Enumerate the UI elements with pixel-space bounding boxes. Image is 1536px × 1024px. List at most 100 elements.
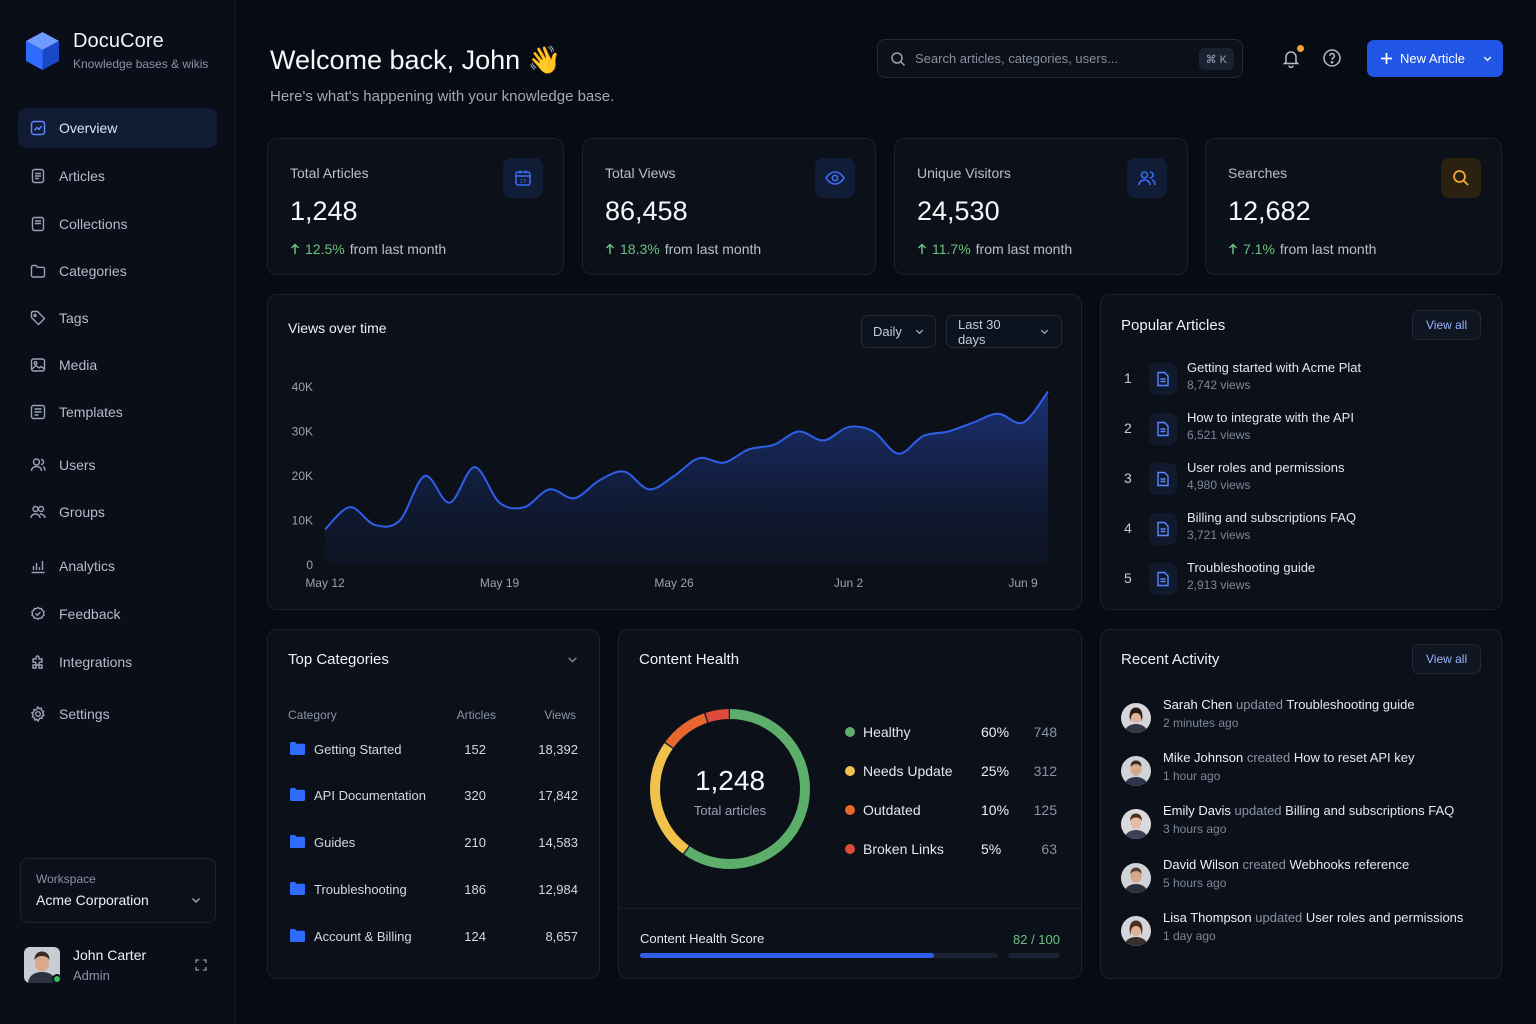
data-point[interactable]	[1045, 388, 1051, 394]
data-point[interactable]	[696, 455, 702, 461]
data-point[interactable]	[945, 429, 951, 435]
stat-delta-text: from last month	[664, 241, 762, 257]
table-row[interactable]: Account & Billing 124 8,657	[288, 926, 578, 950]
sidebar-item-templates[interactable]: Templates	[18, 392, 217, 432]
activity-user: Mike Johnson	[1163, 750, 1244, 765]
user-profile[interactable]: John Carter Admin	[24, 945, 216, 989]
search-box[interactable]: ⌘ K	[877, 39, 1243, 78]
column-header-articles: Articles	[456, 708, 496, 722]
arrow-up-icon	[605, 243, 615, 255]
data-point[interactable]	[995, 411, 1001, 417]
data-point[interactable]	[472, 464, 478, 470]
workspace-switcher[interactable]: Workspace Acme Corporation	[20, 858, 216, 923]
search-input[interactable]	[915, 51, 1185, 66]
avatar	[1121, 756, 1151, 786]
activity-user: David Wilson	[1163, 857, 1239, 872]
chevron-down-icon	[914, 326, 925, 337]
data-point[interactable]	[497, 500, 503, 506]
data-point[interactable]	[920, 433, 926, 439]
data-point[interactable]	[521, 504, 527, 510]
table-row[interactable]: Guides 210 14,583	[288, 832, 578, 856]
list-item[interactable]: 2 How to integrate with the API 6,521 vi…	[1121, 410, 1481, 450]
data-point[interactable]	[870, 429, 876, 435]
sidebar-item-settings[interactable]: Settings	[18, 694, 217, 734]
data-point[interactable]	[621, 469, 627, 475]
activity-item[interactable]: Sarah Chen updated Troubleshooting guide…	[1121, 697, 1501, 737]
sidebar-item-analytics[interactable]: Analytics	[18, 546, 217, 586]
sidebar-item-label: Media	[59, 357, 98, 373]
data-point[interactable]	[671, 473, 677, 479]
popular-view-all-button[interactable]: View all	[1412, 310, 1482, 340]
data-point[interactable]	[546, 486, 552, 492]
data-point[interactable]	[970, 420, 976, 426]
activity-view-all-button[interactable]: View all	[1412, 644, 1482, 674]
data-point[interactable]	[397, 518, 403, 524]
donut-slice[interactable]	[650, 709, 810, 869]
sidebar-item-feedback[interactable]: Feedback	[18, 594, 217, 634]
sidebar-item-categories[interactable]: Categories	[18, 251, 217, 291]
data-point[interactable]	[347, 504, 353, 510]
sidebar-item-users[interactable]: Users	[18, 445, 217, 485]
activity-title: Recent Activity	[1121, 651, 1220, 668]
activity-item[interactable]: Emily Davis updated Billing and subscrip…	[1121, 803, 1501, 843]
donut-slice[interactable]	[650, 709, 810, 869]
analytics-icon	[30, 558, 46, 574]
sidebar-item-integrations[interactable]: Integrations	[18, 642, 217, 682]
activity-item[interactable]: Lisa Thompson updated User roles and per…	[1121, 910, 1501, 950]
stat-label: Total Views	[605, 165, 676, 181]
stat-delta: 12.5% from last month	[290, 241, 446, 257]
table-row[interactable]: Troubleshooting 186 12,984	[288, 879, 578, 903]
activity-item[interactable]: Mike Johnson created How to reset API ke…	[1121, 750, 1501, 790]
activity-item[interactable]: David Wilson created Webhooks reference …	[1121, 857, 1501, 897]
table-row[interactable]: Getting Started 152 18,392	[288, 739, 578, 763]
collections-icon	[30, 216, 46, 232]
x-tick-label: Jun 2	[834, 576, 864, 590]
data-point[interactable]	[821, 437, 827, 443]
activity-target: How to reset API key	[1293, 750, 1415, 765]
range-select[interactable]: Last 30 days	[946, 315, 1062, 348]
article-views: 8,742 views	[1187, 378, 1251, 392]
sidebar-item-tags[interactable]: Tags	[18, 298, 217, 338]
data-point[interactable]	[746, 446, 752, 452]
list-item[interactable]: 5 Troubleshooting guide 2,913 views	[1121, 560, 1481, 600]
list-item[interactable]: 3 User roles and permissions 4,980 views	[1121, 460, 1481, 500]
list-item[interactable]: 1 Getting started with Acme Plat 8,742 v…	[1121, 360, 1481, 400]
data-point[interactable]	[846, 424, 852, 430]
bell-icon[interactable]	[1281, 48, 1301, 68]
data-point[interactable]	[895, 451, 901, 457]
list-item[interactable]: 4 Billing and subscriptions FAQ 3,721 vi…	[1121, 510, 1481, 550]
data-point[interactable]	[571, 495, 577, 501]
data-point[interactable]	[447, 500, 453, 506]
sidebar-item-label: Groups	[59, 504, 105, 520]
sidebar-item-groups[interactable]: Groups	[18, 492, 217, 532]
new-article-button[interactable]: New Article	[1367, 40, 1503, 77]
data-point[interactable]	[721, 460, 727, 466]
data-point[interactable]	[596, 477, 602, 483]
y-tick-label: 20K	[292, 469, 313, 483]
sidebar-item-label: Articles	[59, 168, 105, 184]
article-title: Billing and subscriptions FAQ	[1187, 510, 1357, 525]
arrow-up-icon	[917, 243, 927, 255]
table-row[interactable]: API Documentation 320 17,842	[288, 785, 578, 809]
help-icon[interactable]	[1322, 48, 1342, 68]
data-point[interactable]	[796, 429, 802, 435]
y-tick-label: 40K	[292, 380, 313, 394]
sidebar-item-media[interactable]: Media	[18, 345, 217, 385]
data-point[interactable]	[1020, 420, 1026, 426]
data-point[interactable]	[422, 473, 428, 479]
templates-icon	[30, 404, 46, 420]
data-point[interactable]	[322, 526, 328, 532]
chevron-down-icon[interactable]	[566, 653, 579, 666]
brand[interactable]: DocuCore Knowledge bases & wikis	[24, 30, 208, 71]
sidebar-item-articles[interactable]: Articles	[18, 156, 217, 196]
sidebar-item-overview[interactable]: Overview	[18, 108, 217, 148]
data-point[interactable]	[646, 486, 652, 492]
data-point[interactable]	[771, 442, 777, 448]
folder-icon	[290, 882, 305, 895]
data-point[interactable]	[372, 522, 378, 528]
expand-icon[interactable]	[194, 958, 208, 972]
interval-select[interactable]: Daily	[861, 315, 936, 348]
stat-delta-percent: 11.7%	[932, 241, 971, 257]
sidebar-item-collections[interactable]: Collections	[18, 204, 217, 244]
sidebar-item-label: Collections	[59, 216, 128, 232]
